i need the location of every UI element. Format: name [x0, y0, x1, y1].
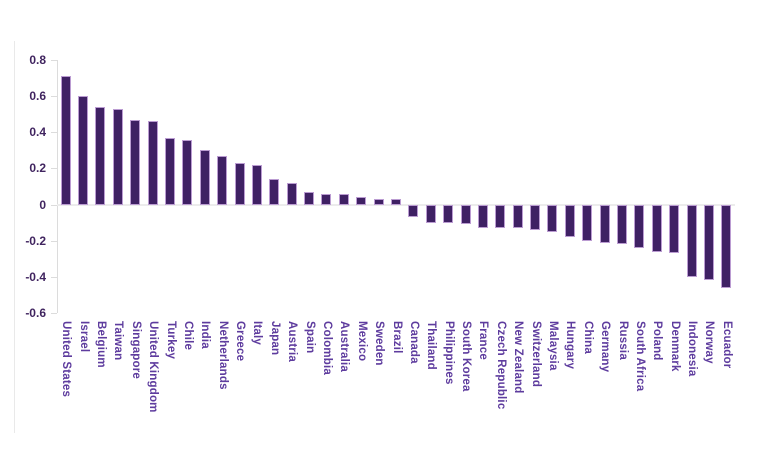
- bar-spain: [304, 191, 315, 205]
- x-axis-category-label: Malaysia: [546, 321, 559, 371]
- bar-taiwan: [112, 108, 123, 205]
- x-axis-category-label: Israel: [77, 321, 90, 353]
- y-axis-tick-label: 0.6: [29, 89, 46, 104]
- zero-gridline: [57, 203, 735, 206]
- x-axis-category-label: Germany: [599, 321, 612, 373]
- y-axis-tick-mark: [51, 96, 57, 98]
- y-axis-tick-label: 0.8: [29, 53, 46, 67]
- x-axis-category-label: China: [581, 321, 594, 354]
- x-axis-category-label: Thailand: [425, 321, 438, 370]
- x-axis-category-label: Spain: [303, 321, 316, 354]
- y-axis-tick-mark: [51, 313, 57, 314]
- bar-south-africa: [634, 204, 645, 248]
- bar-poland: [651, 204, 662, 252]
- bar-brazil: [391, 199, 401, 205]
- bar-south-korea: [460, 204, 471, 225]
- y-axis-tick-mark: [51, 168, 57, 170]
- y-axis-tick-mark: [51, 204, 57, 206]
- x-axis-category-label: Brazil: [390, 321, 403, 354]
- bar-united-states: [60, 76, 71, 205]
- y-axis-tick-mark: [51, 276, 57, 278]
- bar-australia: [338, 193, 349, 205]
- x-axis-category-label: Turkey: [164, 321, 177, 360]
- x-axis-category-label: Czech Republic: [494, 321, 507, 410]
- x-axis-category-label: New Zealand: [512, 321, 525, 394]
- bar-sweden: [373, 199, 384, 205]
- bar-switzerland: [530, 204, 541, 230]
- bar-russia: [617, 204, 627, 245]
- x-axis-category-label: Ecuador: [720, 321, 733, 369]
- x-axis-category-label: South Korea: [460, 321, 473, 392]
- x-axis-category-label: Switzerland: [529, 321, 542, 388]
- bar-philippines: [443, 204, 454, 223]
- x-axis-category-label: Netherlands: [216, 321, 229, 390]
- x-axis-category-label: Canada: [407, 321, 420, 364]
- x-axis-category-label: Philippines: [442, 321, 455, 385]
- bar-thailand: [425, 204, 436, 223]
- bar-czech-republic: [495, 204, 506, 229]
- x-axis-category-label: Russia: [616, 321, 629, 360]
- bar-canada: [408, 204, 419, 218]
- bar-italy: [251, 164, 262, 205]
- bar-united-kingdom: [147, 121, 158, 205]
- x-axis-category-label: Sweden: [373, 321, 386, 366]
- x-axis-category-label: Japan: [268, 321, 281, 356]
- x-axis-category-label: Poland: [651, 321, 664, 361]
- bar-norway: [703, 204, 714, 281]
- bar-germany: [599, 204, 610, 243]
- x-axis-category-label: Norway: [703, 321, 716, 364]
- x-axis-category-label: Taiwan: [112, 321, 125, 361]
- bar-netherlands: [217, 155, 228, 205]
- x-axis-category-label: Indonesia: [686, 321, 699, 377]
- bar-belgium: [95, 106, 106, 205]
- bar-japan: [269, 179, 280, 205]
- x-axis-category-label: Denmark: [668, 321, 681, 372]
- y-axis-tick-mark: [51, 240, 57, 242]
- bar-turkey: [165, 137, 175, 205]
- y-axis-tick-label: 0: [39, 197, 46, 212]
- page-left-border: [14, 41, 15, 433]
- bar-new-zealand: [512, 204, 523, 229]
- x-axis-category-label: Singapore: [129, 321, 142, 380]
- y-axis-line: [57, 60, 58, 313]
- bar-singapore: [130, 119, 141, 205]
- bar-israel: [78, 96, 89, 205]
- x-axis-category-label: Mexico: [355, 321, 368, 362]
- x-axis-category-label: Colombia: [320, 321, 333, 375]
- x-axis-category-label: Chile: [181, 321, 194, 351]
- bar-mexico: [356, 197, 367, 205]
- bar-ecuador: [721, 204, 732, 288]
- bar-france: [477, 204, 488, 229]
- y-axis-tick-mark: [51, 132, 57, 134]
- y-axis-tick-label: -0.4: [25, 269, 46, 284]
- x-axis-category-label: Australia: [338, 321, 351, 373]
- x-axis-category-label: Belgium: [94, 321, 107, 368]
- bar-china: [582, 204, 593, 241]
- x-axis-category-label: Austria: [286, 321, 299, 363]
- bar-chile: [182, 139, 193, 205]
- x-axis-category-label: Hungary: [564, 321, 577, 370]
- bar-indonesia: [686, 204, 697, 277]
- x-axis-category-label: South Africa: [633, 321, 646, 392]
- bar-india: [199, 150, 210, 205]
- bar-colombia: [321, 193, 332, 205]
- x-axis-category-label: Greece: [234, 321, 247, 362]
- x-axis-category-label: United Kingdom: [147, 321, 160, 413]
- bar-greece: [234, 163, 245, 205]
- y-axis-tick-label: -0.2: [25, 233, 46, 248]
- bar-malaysia: [547, 204, 558, 232]
- x-axis-category-label: India: [199, 321, 212, 349]
- x-axis-category-label: France: [477, 321, 490, 360]
- bar-hungary: [564, 204, 575, 238]
- x-axis-category-label: United States: [60, 321, 73, 398]
- y-axis-tick-label: 0.2: [29, 161, 46, 176]
- y-axis-tick-mark: [51, 60, 57, 61]
- bar-austria: [286, 182, 297, 205]
- x-axis-category-label: Italy: [251, 321, 264, 346]
- bar-denmark: [669, 204, 680, 254]
- y-axis-tick-label: -0.6: [25, 306, 46, 320]
- y-axis-tick-label: 0.4: [29, 125, 46, 140]
